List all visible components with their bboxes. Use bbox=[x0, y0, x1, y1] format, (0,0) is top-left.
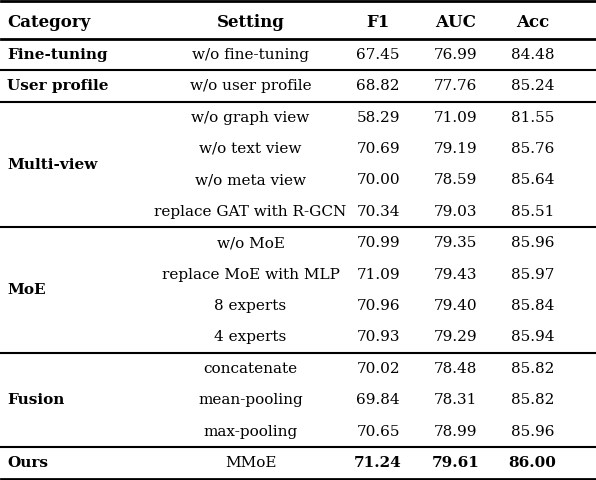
Text: MoE: MoE bbox=[7, 283, 46, 297]
Text: 85.94: 85.94 bbox=[511, 330, 554, 344]
Text: 85.96: 85.96 bbox=[511, 236, 554, 250]
Text: 79.19: 79.19 bbox=[433, 142, 477, 156]
Text: 70.02: 70.02 bbox=[356, 362, 400, 376]
Text: 78.59: 78.59 bbox=[433, 173, 477, 187]
Text: 70.93: 70.93 bbox=[356, 330, 400, 344]
Text: replace MoE with MLP: replace MoE with MLP bbox=[162, 267, 340, 282]
Text: 85.76: 85.76 bbox=[511, 142, 554, 156]
Text: 76.99: 76.99 bbox=[433, 48, 477, 62]
Text: 71.24: 71.24 bbox=[354, 456, 402, 470]
Text: 78.31: 78.31 bbox=[433, 393, 477, 407]
Text: 81.55: 81.55 bbox=[511, 110, 554, 124]
Text: 67.45: 67.45 bbox=[356, 48, 400, 62]
Text: Fusion: Fusion bbox=[7, 393, 65, 407]
Text: Acc: Acc bbox=[516, 13, 549, 31]
Text: AUC: AUC bbox=[434, 13, 476, 31]
Text: w/o fine-tuning: w/o fine-tuning bbox=[192, 48, 309, 62]
Text: 79.35: 79.35 bbox=[433, 236, 477, 250]
Text: 70.00: 70.00 bbox=[356, 173, 400, 187]
Text: Ours: Ours bbox=[7, 456, 48, 470]
Text: 70.65: 70.65 bbox=[356, 424, 400, 439]
Text: concatenate: concatenate bbox=[203, 362, 297, 376]
Text: 70.99: 70.99 bbox=[356, 236, 400, 250]
Text: F1: F1 bbox=[367, 13, 390, 31]
Text: 58.29: 58.29 bbox=[356, 110, 400, 124]
Text: Fine-tuning: Fine-tuning bbox=[7, 48, 108, 62]
Text: 85.84: 85.84 bbox=[511, 299, 554, 313]
Text: 79.61: 79.61 bbox=[432, 456, 479, 470]
Text: w/o graph view: w/o graph view bbox=[191, 110, 310, 124]
Text: Multi-view: Multi-view bbox=[7, 157, 98, 172]
Text: 85.96: 85.96 bbox=[511, 424, 554, 439]
Text: 79.40: 79.40 bbox=[433, 299, 477, 313]
Text: 84.48: 84.48 bbox=[511, 48, 554, 62]
Text: MMoE: MMoE bbox=[225, 456, 277, 470]
Text: mean-pooling: mean-pooling bbox=[198, 393, 303, 407]
Text: Setting: Setting bbox=[216, 13, 284, 31]
Text: 70.96: 70.96 bbox=[356, 299, 400, 313]
Text: w/o text view: w/o text view bbox=[199, 142, 302, 156]
Text: max-pooling: max-pooling bbox=[203, 424, 297, 439]
Text: 68.82: 68.82 bbox=[356, 79, 400, 93]
Text: 77.76: 77.76 bbox=[433, 79, 477, 93]
Text: 85.24: 85.24 bbox=[511, 79, 554, 93]
Text: 78.99: 78.99 bbox=[433, 424, 477, 439]
Text: 85.97: 85.97 bbox=[511, 267, 554, 282]
Text: replace GAT with R-GCN: replace GAT with R-GCN bbox=[154, 205, 347, 219]
Text: 85.64: 85.64 bbox=[511, 173, 554, 187]
Text: 79.43: 79.43 bbox=[433, 267, 477, 282]
Text: 79.03: 79.03 bbox=[433, 205, 477, 219]
Text: 86.00: 86.00 bbox=[508, 456, 556, 470]
Text: w/o user profile: w/o user profile bbox=[190, 79, 311, 93]
Text: 85.82: 85.82 bbox=[511, 393, 554, 407]
Text: User profile: User profile bbox=[7, 79, 109, 93]
Text: 71.09: 71.09 bbox=[433, 110, 477, 124]
Text: 8 experts: 8 experts bbox=[215, 299, 287, 313]
Text: w/o MoE: w/o MoE bbox=[216, 236, 284, 250]
Text: 70.69: 70.69 bbox=[356, 142, 400, 156]
Text: 70.34: 70.34 bbox=[356, 205, 400, 219]
Text: 79.29: 79.29 bbox=[433, 330, 477, 344]
Text: 85.82: 85.82 bbox=[511, 362, 554, 376]
Text: 4 experts: 4 experts bbox=[215, 330, 287, 344]
Text: w/o meta view: w/o meta view bbox=[195, 173, 306, 187]
Text: 78.48: 78.48 bbox=[433, 362, 477, 376]
Text: 71.09: 71.09 bbox=[356, 267, 400, 282]
Text: 69.84: 69.84 bbox=[356, 393, 400, 407]
Text: Category: Category bbox=[7, 13, 91, 31]
Text: 85.51: 85.51 bbox=[511, 205, 554, 219]
